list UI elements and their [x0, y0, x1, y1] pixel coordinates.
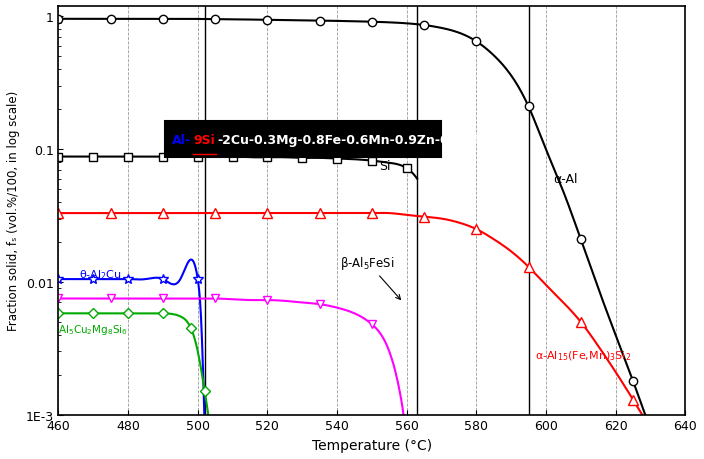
X-axis label: Temperature (°C): Temperature (°C): [312, 438, 432, 452]
Text: 9Si: 9Si: [193, 134, 215, 146]
Y-axis label: Fraction solid, fₛ (vol.%/100, in log scale): Fraction solid, fₛ (vol.%/100, in log sc…: [7, 91, 20, 330]
FancyBboxPatch shape: [165, 122, 441, 158]
Text: θ-Al$_2$Cu: θ-Al$_2$Cu: [80, 268, 122, 281]
Text: Si: Si: [379, 160, 390, 173]
Text: Al-: Al-: [172, 134, 191, 146]
Text: α-Al: α-Al: [553, 173, 577, 186]
Text: β-Al$_5$FeSi: β-Al$_5$FeSi: [341, 254, 401, 300]
Text: -2Cu-0.3Mg-0.8Fe-0.6Mn-0.9Zn-0.15Ti: -2Cu-0.3Mg-0.8Fe-0.6Mn-0.9Zn-0.15Ti: [217, 134, 484, 146]
Text: Al$_5$Cu$_2$Mg$_8$Si$_6$: Al$_5$Cu$_2$Mg$_8$Si$_6$: [58, 323, 129, 336]
Text: α-Al$_{15}$(Fe,Mn)$_3$Si$_2$: α-Al$_{15}$(Fe,Mn)$_3$Si$_2$: [536, 349, 631, 362]
